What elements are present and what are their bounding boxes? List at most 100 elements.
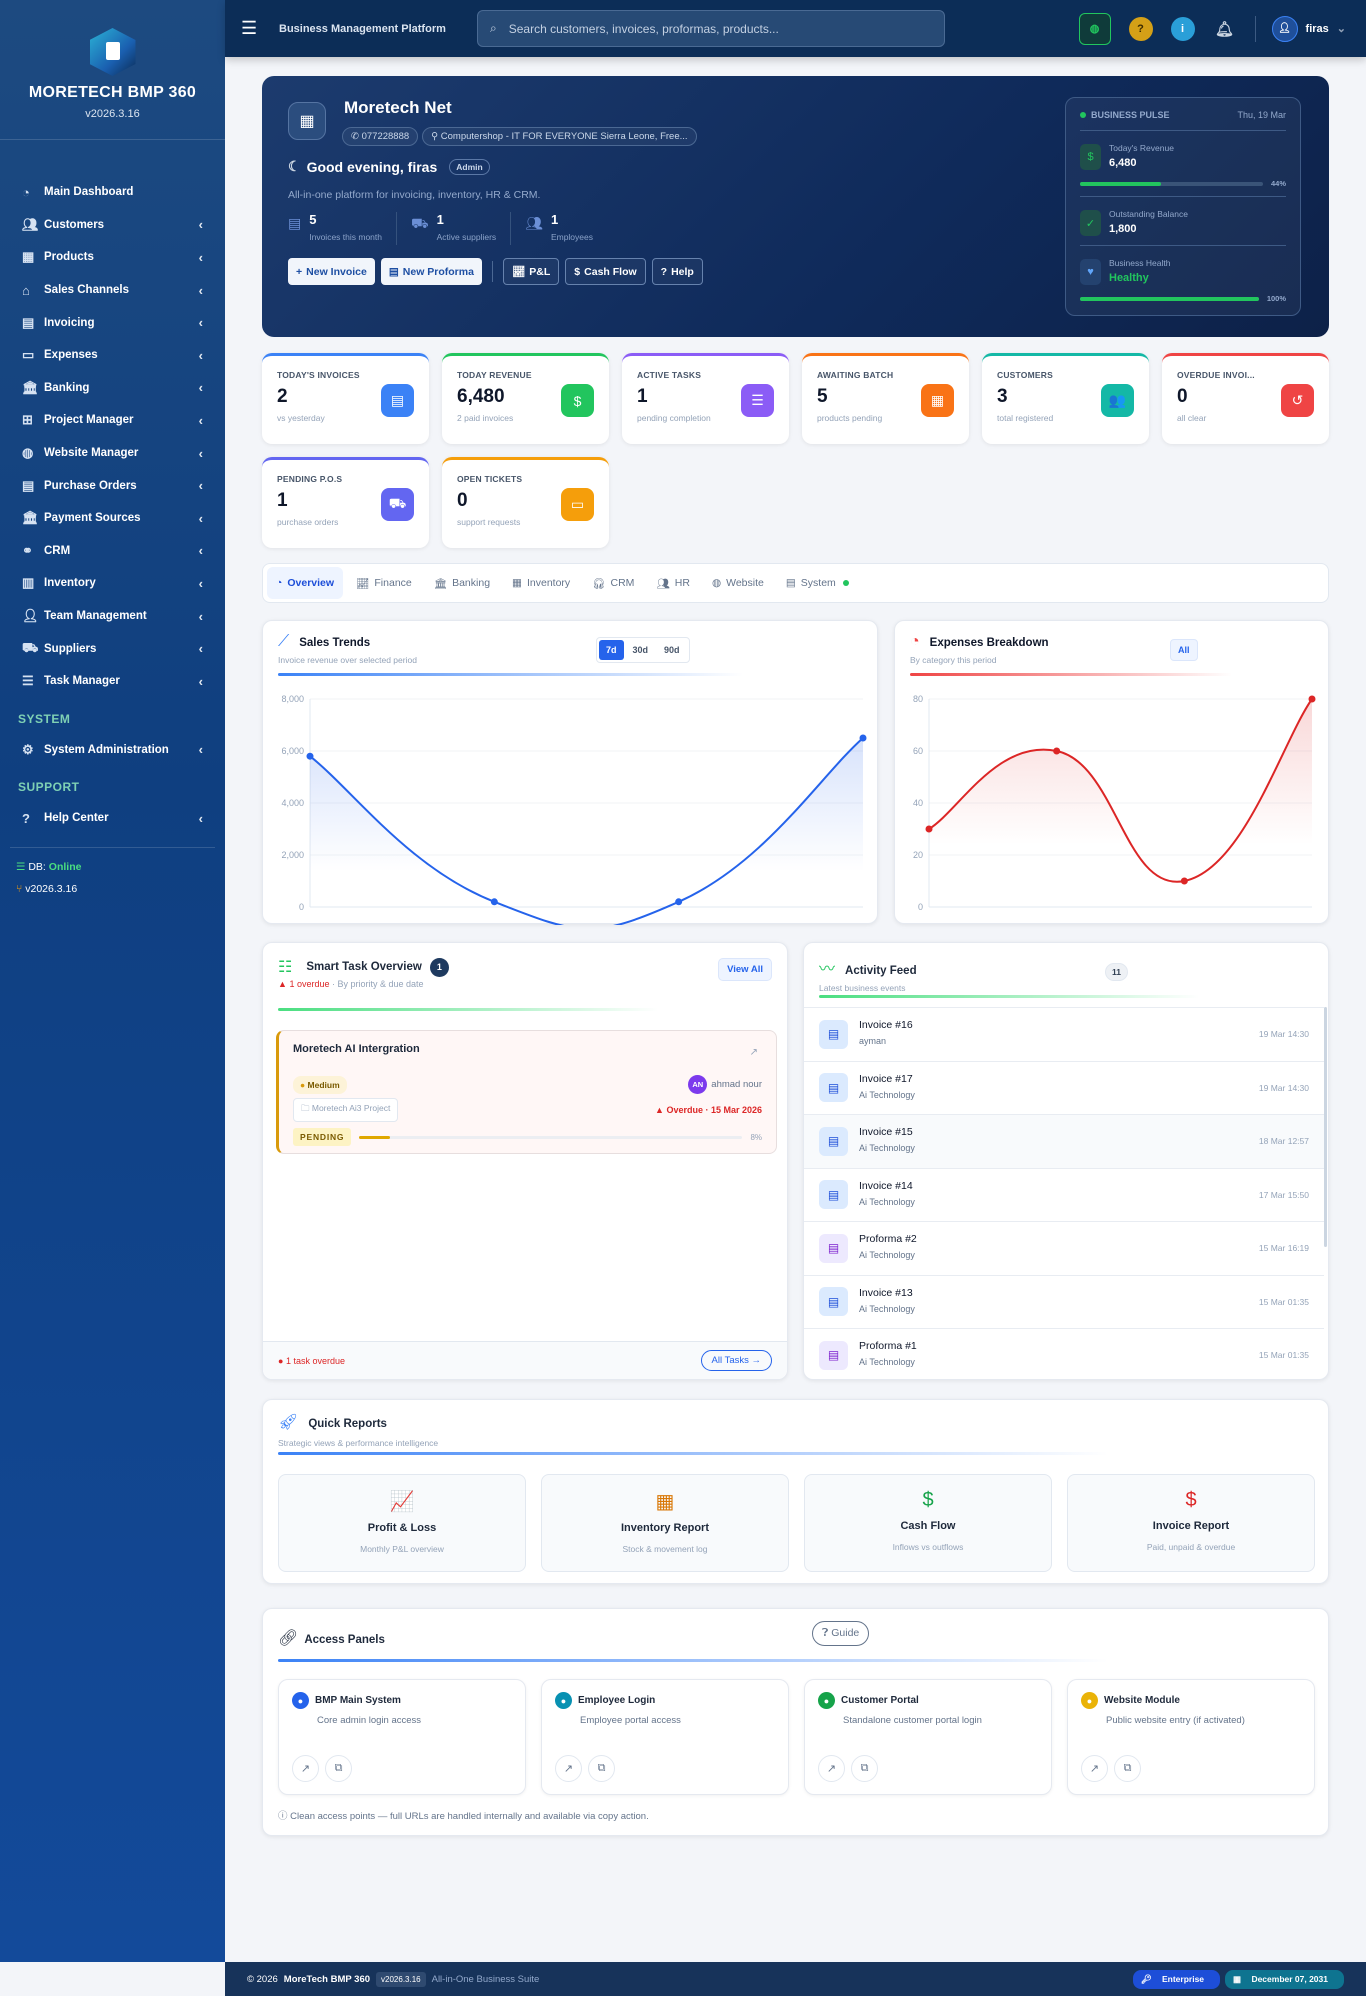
cash-flow-button[interactable]: $ Cash Flow — [565, 258, 646, 285]
menu-toggle-icon[interactable]: ☰ — [241, 18, 258, 38]
new-proforma-button[interactable]: ▤ New Proforma — [380, 258, 482, 285]
sidebar-item-website-manager[interactable]: ◍ Website Manager ‹ — [0, 437, 225, 470]
tab-crm[interactable]: 🎧︎ CRM — [583, 567, 643, 600]
pl-button[interactable]: 📈︎ P&L — [502, 258, 560, 285]
data-point[interactable] — [859, 734, 867, 742]
data-point[interactable] — [1053, 747, 1061, 755]
view-all-button[interactable]: View All — [718, 958, 772, 981]
sidebar-item-products[interactable]: ▦ Products ‹ — [0, 241, 225, 274]
search-icon: ⌕ — [490, 21, 497, 35]
sidebar-item-project-manager[interactable]: ⊞ Project Manager ‹ — [0, 404, 225, 437]
sidebar-item-crm[interactable]: ⚭ CRM ‹ — [0, 535, 225, 568]
sidebar-item-invoicing[interactable]: ▤ Invoicing ‹ — [0, 306, 225, 339]
footer-product: MoreTech BMP 360 — [283, 1973, 371, 1985]
tab-system[interactable]: ▤ System — [777, 567, 863, 599]
task-item[interactable]: Moretech AI Intergration ↗ ● Medium AN ahm… — [276, 1030, 777, 1154]
scrollbar[interactable] — [1324, 1007, 1327, 1247]
activity-item[interactable]: ▤ Invoice #16 ayman 19 Mar 14:30 — [804, 1007, 1324, 1061]
bank-icon: 🏛︎ — [22, 510, 39, 526]
handshake-icon: ⚭ — [22, 542, 33, 558]
sidebar-item-inventory[interactable]: ▥ Inventory ‹ — [0, 567, 225, 600]
stat-card[interactable]: CUSTOMERS 3 total registered 👥 — [982, 353, 1149, 444]
activity-sub: Ai Technology — [859, 1303, 915, 1314]
data-point[interactable] — [490, 898, 498, 906]
stat-value: 1 — [550, 212, 559, 227]
data-point[interactable] — [675, 898, 683, 906]
all-tasks-button[interactable]: All Tasks → — [700, 1350, 772, 1371]
sidebar-item-team-management[interactable]: 👤︎ Team Management ‹ — [0, 600, 225, 633]
external-link-icon[interactable]: ↗ — [749, 1047, 758, 1058]
activity-item[interactable]: ▤ Invoice #15 Ai Technology 18 Mar 12:57 — [804, 1114, 1324, 1168]
sidebar-item-customers[interactable]: 👥︎ Customers ‹ — [0, 209, 225, 242]
tab-finance[interactable]: 📈︎ Finance — [347, 567, 421, 600]
stat-card[interactable]: PENDING P.O.S 1 purchase orders ⛟ — [262, 457, 429, 548]
sidebar-item-system-administration[interactable]: ⚙ System Administration ‹ — [0, 734, 225, 767]
copy-icon[interactable]: ⧉ — [325, 1755, 352, 1782]
report-cash-flow[interactable]: $ Cash Flow Inflows vs outflows — [804, 1474, 1052, 1572]
bell-icon[interactable]: 🔔︎ — [1215, 20, 1235, 38]
sidebar-item-purchase-orders[interactable]: ▤ Purchase Orders ‹ — [0, 469, 225, 502]
sidebar-item-banking[interactable]: 🏛︎ Banking ‹ — [0, 372, 225, 405]
data-point[interactable] — [1180, 877, 1188, 885]
open-link-icon[interactable]: ↗ — [818, 1755, 845, 1782]
globe-icon[interactable]: ◍ — [1078, 12, 1111, 45]
open-link-icon[interactable]: ↗ — [555, 1755, 582, 1782]
guide-button[interactable]: ❓︎ Guide — [812, 1621, 870, 1646]
copy-icon[interactable]: ⧉ — [851, 1755, 878, 1782]
copy-icon[interactable]: ⧉ — [1114, 1755, 1141, 1782]
activity-title: Proforma #1 — [859, 1340, 917, 1353]
pulse-date: Thu, 19 Mar — [1237, 110, 1286, 120]
tab-hr[interactable]: 👥︎ HR — [647, 567, 699, 600]
help-button[interactable]: ? Help — [651, 258, 703, 285]
report-invoice-report[interactable]: $ Invoice Report Paid, unpaid & overdue — [1067, 1474, 1315, 1572]
stat-card[interactable]: TODAY'S INVOICES 2 vs yesterday ▤ — [262, 353, 429, 444]
stat-card[interactable]: OPEN TICKETS 0 support requests ▭ — [442, 457, 609, 548]
report-inventory-report[interactable]: ▦ Inventory Report Stock & movement log — [541, 1474, 789, 1572]
sidebar-item-task-manager[interactable]: ☰ Task Manager ‹ — [0, 665, 225, 698]
card-title: Quick Reports — [308, 1418, 387, 1430]
data-point[interactable] — [306, 752, 314, 760]
activity-item[interactable]: ▤ Invoice #17 Ai Technology 19 Mar 14:30 — [804, 1060, 1324, 1115]
expenses-filter-button[interactable]: All — [1170, 639, 1198, 661]
new-invoice-button[interactable]: + New Invoice — [288, 258, 375, 285]
range-30d[interactable]: 30d — [632, 645, 649, 655]
report-profit-loss[interactable]: 📈 Profit & Loss Monthly P&L overview — [278, 1474, 526, 1572]
sidebar-item-help-center[interactable]: ? Help Center ‹ — [0, 802, 225, 835]
stat-card[interactable]: TODAY REVENUE 6,480 2 paid invoices $ — [442, 353, 609, 444]
stat-title: TODAY'S INVOICES — [277, 370, 360, 380]
open-link-icon[interactable]: ↗ — [1081, 1755, 1108, 1782]
range-7d[interactable]: 7d — [599, 640, 624, 660]
activity-item[interactable]: ▤ Proforma #1 Ai Technology 15 Mar 01:35 — [804, 1328, 1324, 1379]
overdue-note: 1 task overdue — [285, 1355, 345, 1366]
copy-icon[interactable]: ⧉ — [588, 1755, 615, 1782]
chart-area-icon: ⟋ — [278, 633, 290, 650]
sidebar-item-payment-sources[interactable]: 🏛︎ Payment Sources ‹ — [0, 502, 225, 535]
help-icon[interactable]: ? — [1128, 16, 1153, 41]
activity-title: Proforma #2 — [859, 1233, 917, 1246]
tab-inventory[interactable]: ▦ Inventory — [503, 567, 579, 599]
data-point[interactable] — [925, 825, 933, 833]
search-input[interactable]: ⌕ Search customers, invoices, proformas, … — [477, 10, 945, 47]
range-90d[interactable]: 90d — [664, 645, 680, 655]
db-label: DB: — [28, 860, 46, 873]
sidebar-item-expenses[interactable]: ▭ Expenses ‹ — [0, 339, 225, 372]
sidebar-item-sales-channels[interactable]: ⌂ Sales Channels ‹ — [0, 274, 225, 307]
tab-icon: 📈︎ — [356, 577, 370, 590]
copyright: © 2026 — [247, 1973, 278, 1985]
activity-item[interactable]: ▤ Invoice #14 Ai Technology 17 Mar 15:50 — [804, 1167, 1324, 1222]
stat-card[interactable]: AWAITING BATCH 5 products pending ▦ — [802, 353, 969, 444]
sidebar-item-main-dashboard[interactable]: ◔ Main Dashboard — [0, 176, 225, 209]
data-point[interactable] — [1308, 695, 1316, 703]
user-menu[interactable]: 👤︎ firas ⌄ — [1254, 15, 1346, 42]
open-link-icon[interactable]: ↗ — [292, 1755, 319, 1782]
tab-label: Inventory — [526, 577, 571, 589]
activity-item[interactable]: ▤ Proforma #2 Ai Technology 15 Mar 16:19 — [804, 1221, 1324, 1275]
stat-card[interactable]: OVERDUE INVOI... 0 all clear ↺ — [1162, 353, 1329, 444]
sidebar-item-suppliers[interactable]: ⛟ Suppliers ‹ — [0, 632, 225, 665]
tab-overview[interactable]: ◔ Overview — [267, 567, 344, 599]
activity-item[interactable]: ▤ Invoice #13 Ai Technology 15 Mar 01:35 — [804, 1274, 1324, 1329]
tab-banking[interactable]: 🏛︎ Banking — [425, 567, 499, 600]
stat-card[interactable]: ACTIVE TASKS 1 pending completion ☰ — [622, 353, 789, 444]
tab-website[interactable]: ◍ Website — [703, 567, 773, 599]
info-icon[interactable]: i — [1170, 16, 1195, 41]
